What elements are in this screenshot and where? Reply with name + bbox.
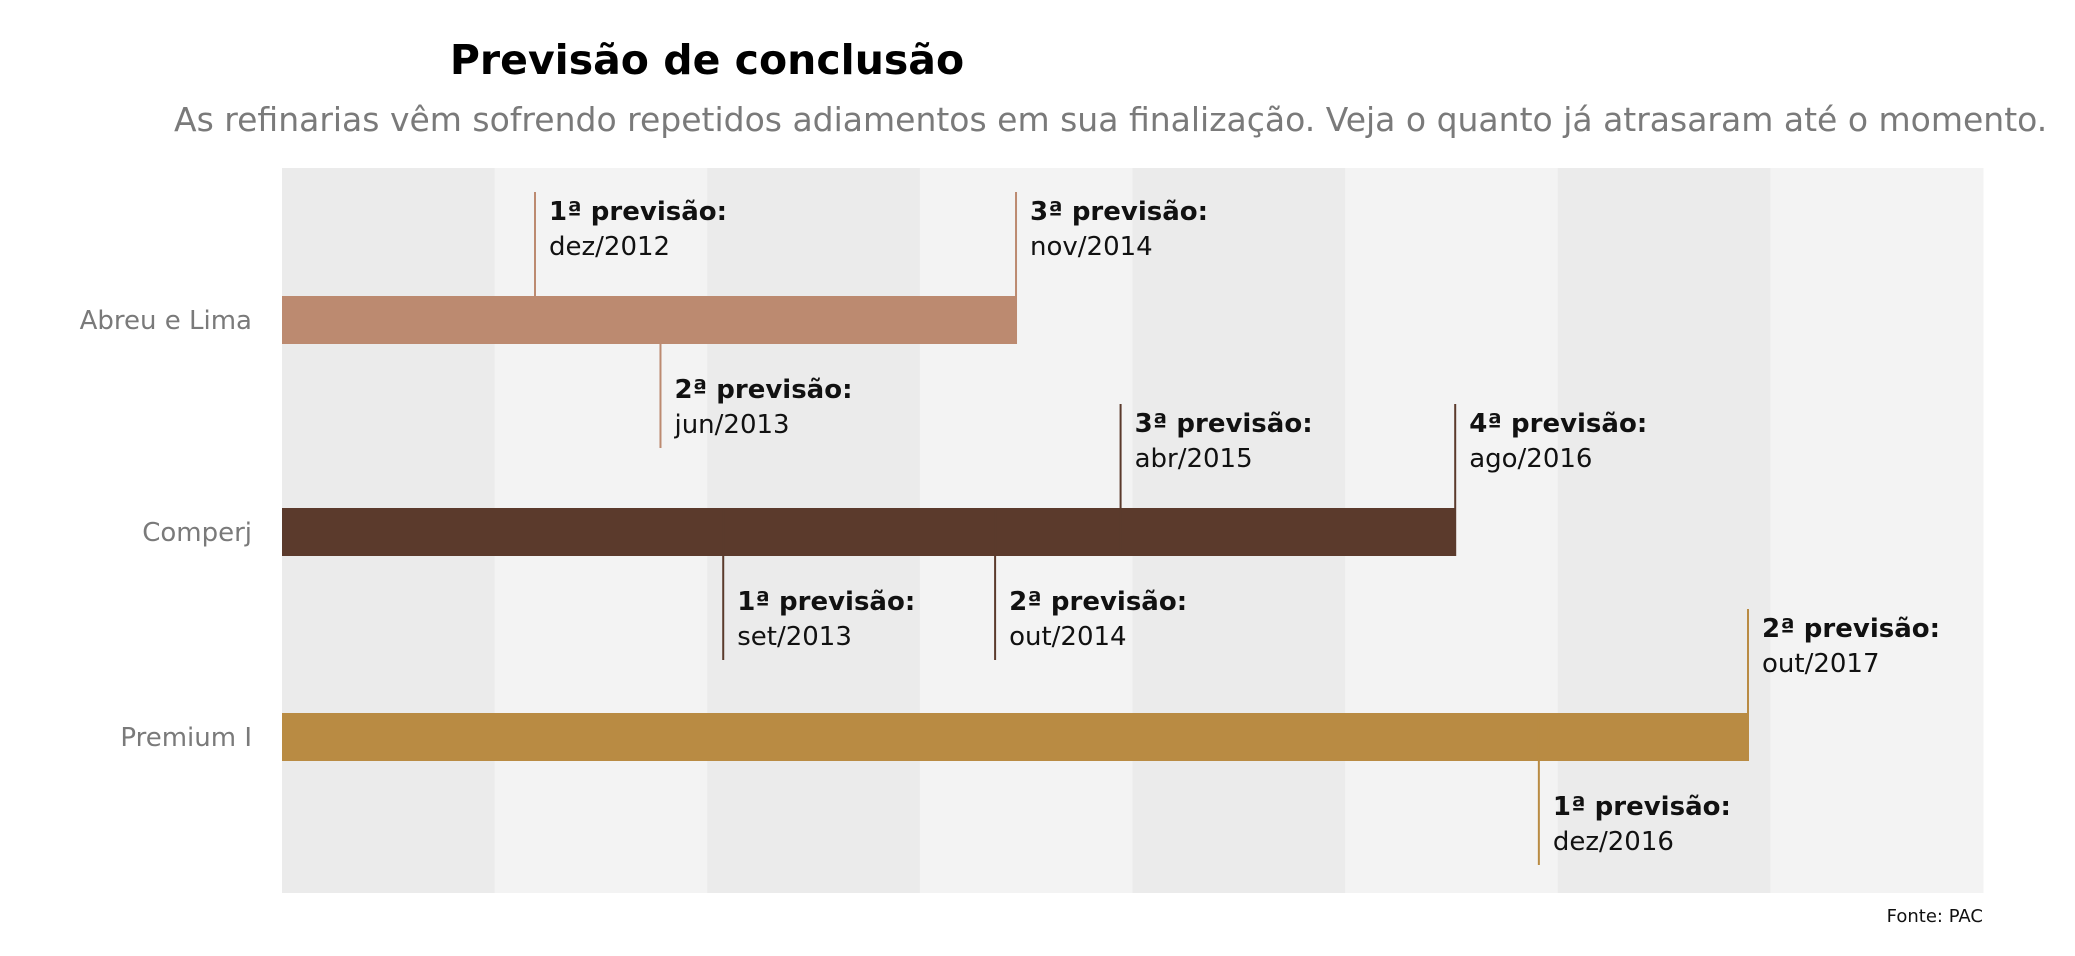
row-label: Premium I (120, 723, 252, 753)
forecast-label: 1ª previsão: (737, 587, 915, 617)
forecast-marker: 3ª previsão: abr/2015 (1119, 404, 1313, 556)
forecast-label: 3ª previsão: (1135, 409, 1313, 439)
series-comperj: Comperj 1ª previsão: set/2013 2ª previsão: o… (142, 404, 1647, 660)
forecast-date: ago/2016 (1469, 444, 1592, 474)
source-note: Fonte: PAC (1887, 906, 1983, 927)
forecast-date: set/2013 (737, 622, 852, 652)
forecast-marker: 3ª previsão: nov/2014 (1015, 192, 1208, 344)
forecast-marker: 1ª previsão: dez/2016 (1537, 713, 1731, 865)
chart-title: Previsão de conclusão (449, 36, 965, 84)
background-band (1557, 168, 1771, 893)
forecast-label: 2ª previsão: (674, 375, 852, 405)
chart-subtitle: As refinarias vêm sofrendo repetidos adi… (174, 100, 2048, 139)
row-label: Abreu e Lima (80, 306, 252, 336)
forecast-date: dez/2016 (1553, 827, 1674, 857)
timeline-bar (282, 713, 1748, 761)
forecast-marker: 2ª previsão: out/2014 (994, 508, 1187, 660)
forecast-marker: 1ª previsão: set/2013 (722, 508, 915, 660)
forecast-marker: 1ª previsão: dez/2012 (534, 192, 727, 344)
forecast-date: dez/2012 (549, 232, 670, 262)
forecast-label: 2ª previsão: (1009, 587, 1187, 617)
timeline-bar (282, 508, 1456, 556)
forecast-date: abr/2015 (1135, 444, 1253, 474)
forecast-date: jun/2013 (673, 410, 789, 440)
forecast-date: out/2014 (1009, 622, 1127, 652)
forecast-date: nov/2014 (1030, 232, 1153, 262)
forecast-marker: 2ª previsão: out/2017 (1747, 609, 1940, 761)
forecast-label: 2ª previsão: (1762, 614, 1940, 644)
timeline-bar (282, 296, 1017, 344)
series-premium-i: Premium I 1ª previsão: dez/2016 2ª previsão… (120, 609, 1940, 865)
forecast-label: 4ª previsão: (1469, 409, 1647, 439)
row-label: Comperj (142, 518, 252, 548)
forecast-label: 1ª previsão: (1553, 792, 1731, 822)
series-abreu-e-lima: Abreu e Lima 1ª previsão: dez/2012 2ª previ… (80, 192, 1208, 448)
forecast-marker: 2ª previsão: jun/2013 (659, 296, 852, 448)
background-band (1770, 168, 1984, 893)
forecast-label: 3ª previsão: (1030, 197, 1208, 227)
forecast-marker: 4ª previsão: ago/2016 (1454, 404, 1647, 556)
forecast-label: 1ª previsão: (549, 197, 727, 227)
forecast-date: out/2017 (1762, 649, 1880, 679)
